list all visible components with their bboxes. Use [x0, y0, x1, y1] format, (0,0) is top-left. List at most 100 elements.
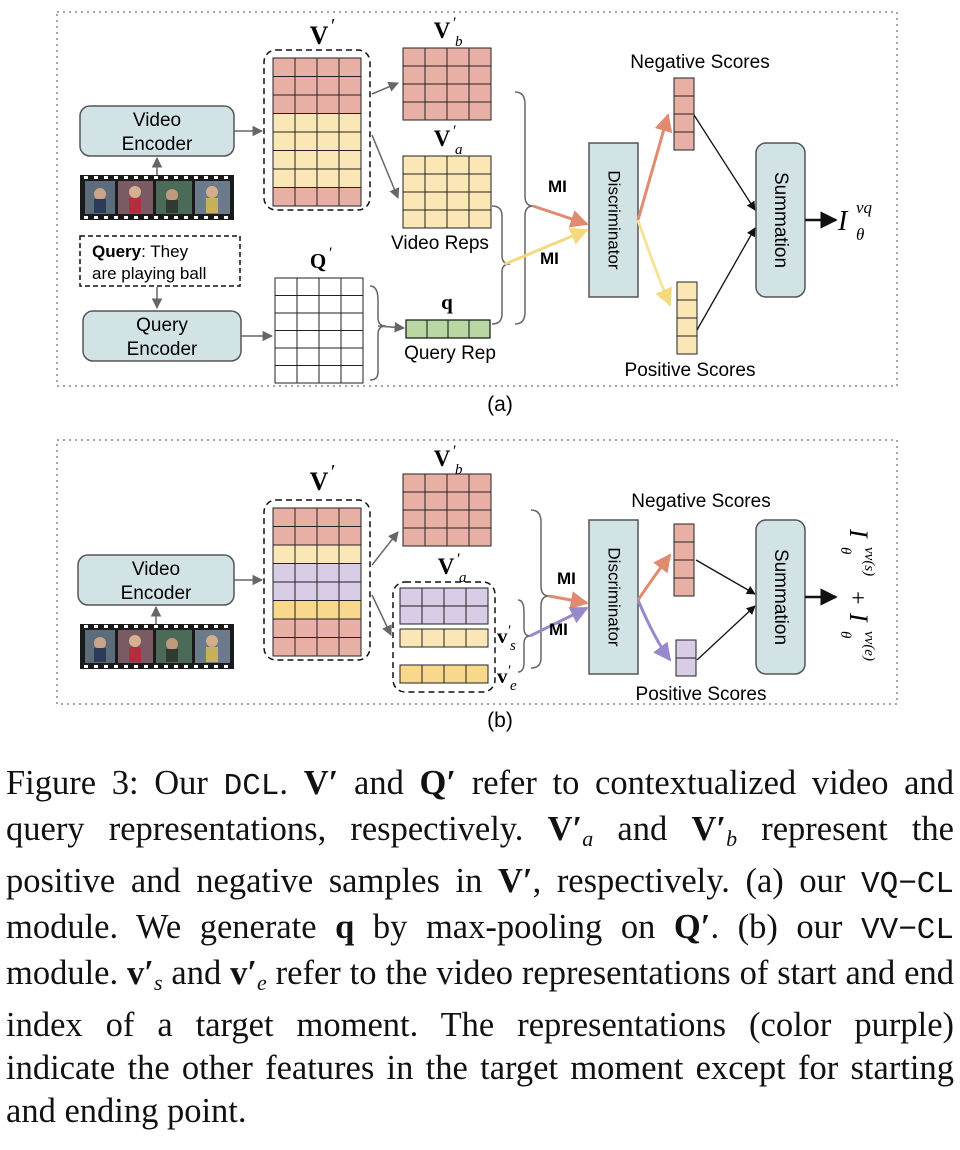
- q-prime-cell: [296, 330, 320, 349]
- v-prime-cell: [272, 94, 296, 114]
- ve-cell: [399, 664, 423, 684]
- vb-sub-b: b: [455, 462, 463, 478]
- mi-arrow-pos-a: [504, 227, 589, 266]
- query-text-box: Query: They are playing ball: [79, 235, 241, 287]
- query-rep-label: Query Rep: [404, 343, 496, 364]
- q-prime-cell: [274, 347, 298, 366]
- mi-arrow-neg-a: [532, 204, 589, 228]
- va-cell: [421, 605, 445, 625]
- q-prime-cell: [296, 365, 320, 384]
- pos-score-arrow-a: [636, 219, 672, 307]
- video-encoder-a-line1: Video: [133, 110, 181, 131]
- v-prime-cell: [294, 168, 318, 188]
- output-vq-base: I: [837, 206, 849, 237]
- caption-vvcl: VV−CL: [860, 913, 954, 948]
- panel-b: Video Encoder V ′: [56, 439, 898, 732]
- vb-cell: [402, 101, 426, 121]
- q-prime-cell: [274, 277, 298, 296]
- v-prime-cell: [316, 526, 340, 546]
- vs-label: v: [497, 624, 508, 648]
- vb-cell: [402, 473, 426, 493]
- v-prime-cell: [294, 507, 318, 527]
- caption-t7: , respectively. (a) our: [532, 862, 861, 900]
- caption-t2: .: [279, 764, 304, 802]
- brace-negative-b: [530, 509, 550, 669]
- positive-score-cell: [676, 281, 698, 301]
- video-encoder-b: Video Encoder: [77, 554, 235, 606]
- brace-negative-a: [514, 91, 534, 325]
- q-prime-cell: [318, 347, 342, 366]
- v-prime-cell: [316, 150, 340, 170]
- v-prime-cell: [272, 57, 296, 77]
- vb-cell: [424, 65, 448, 85]
- v-prime-cell: [272, 600, 296, 620]
- vb-cell: [446, 47, 470, 67]
- va-prime-b: ′: [457, 551, 461, 568]
- va-cell: [446, 209, 470, 229]
- figure-diagram: Video Encoder Query:: [56, 11, 898, 732]
- svg-text:Query: They: Query: They: [92, 242, 189, 261]
- vb-cell: [424, 509, 448, 529]
- v-prime-cell: [316, 168, 340, 188]
- panel-b-label: (b): [487, 709, 513, 732]
- v-prime-label-b: V: [310, 467, 329, 496]
- v-prime-cell: [272, 563, 296, 583]
- output-vv-1-base: I: [844, 528, 873, 539]
- caption-t6: represent the positive and negative samp…: [6, 810, 954, 900]
- output-vv-2-base: I: [844, 612, 873, 623]
- v-prime-cell: [316, 187, 340, 207]
- v-prime-cell: [316, 113, 340, 133]
- va-cell: [446, 155, 470, 175]
- mi-label-1-b: MI: [557, 569, 576, 588]
- video-encoder-a: Video Encoder: [79, 105, 235, 157]
- positive-scores-label-a: Positive Scores: [625, 360, 756, 381]
- va-cell: [468, 209, 492, 229]
- caption-vqcl: VQ−CL: [860, 867, 954, 902]
- caption-t11: module.: [6, 954, 127, 992]
- v-prime-cell: [316, 544, 340, 564]
- negative-scores-label-a: Negative Scores: [630, 52, 769, 73]
- vb-cell: [424, 47, 448, 67]
- vb-cell: [402, 47, 426, 67]
- v-prime-cell: [316, 94, 340, 114]
- v-prime-cell: [272, 168, 296, 188]
- mi-label-1-a: MI: [548, 177, 567, 196]
- vb-cell: [446, 509, 470, 529]
- v-prime-cell: [294, 131, 318, 151]
- v-prime-cell: [338, 76, 362, 96]
- positive-scores-b: Positive Scores: [636, 639, 766, 705]
- v-prime-cell: [294, 187, 318, 207]
- v-prime-cell: [338, 187, 362, 207]
- caption-t3: and: [338, 764, 420, 802]
- vb-grid-b: V ′ b: [402, 443, 492, 547]
- vb-cell: [424, 491, 448, 511]
- va-cell: [443, 587, 467, 607]
- vb-cell: [424, 101, 448, 121]
- summation-label-b: Summation: [770, 549, 791, 645]
- va-grid-b: V ′ a v ′ s v ′ e: [392, 551, 517, 694]
- v-prime-prime-a: ′: [331, 15, 335, 37]
- v-prime-cell: [338, 600, 362, 620]
- v-prime-cell: [272, 581, 296, 601]
- vb-prime-a: ′: [453, 15, 457, 32]
- caption-vb-sub: b: [726, 826, 738, 851]
- panel-a: Video Encoder Query:: [56, 11, 898, 416]
- caption-v: V′: [303, 764, 339, 802]
- v-prime-cell: [294, 618, 318, 638]
- vb-label-b: V: [434, 446, 451, 471]
- vb-cell: [446, 65, 470, 85]
- vb-cell: [468, 491, 492, 511]
- discriminator-label-b: Discriminator: [605, 547, 624, 647]
- positive-score-cell: [675, 639, 697, 659]
- output-vv-2-sub: θ: [837, 631, 853, 639]
- figure-caption: Figure 3: Our DCL. V′ and Q′ refer to co…: [6, 762, 954, 1133]
- va-sub-b: a: [459, 570, 467, 586]
- vs-cell: [421, 628, 445, 648]
- vb-cell: [468, 65, 492, 85]
- q-label: q: [441, 290, 453, 314]
- v-prime-cell: [272, 150, 296, 170]
- v-prime-cell: [272, 637, 296, 657]
- output-vv-1-sup: vv(s): [861, 547, 877, 576]
- v-prime-cell: [338, 637, 362, 657]
- negative-score-cell: [673, 131, 695, 151]
